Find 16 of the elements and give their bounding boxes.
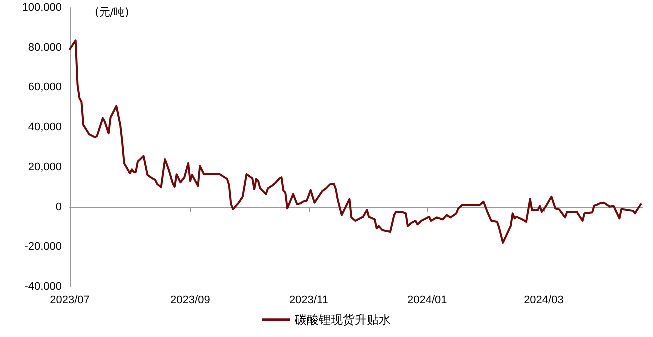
line-series xyxy=(69,40,642,244)
y-tick-label: 20,000 xyxy=(28,161,62,174)
y-tick-label: -20,000 xyxy=(24,241,62,254)
y-tick-label: 0 xyxy=(56,201,62,214)
y-axis-title: (元/吨) xyxy=(95,6,130,19)
y-tick-label: 40,000 xyxy=(28,122,62,134)
legend-label: 碳酸锂现货升贴水 xyxy=(294,313,391,327)
y-tick-label: -40,000 xyxy=(24,281,62,293)
y-tick-label: 60,000 xyxy=(28,82,62,94)
x-tick-label: 2023/07 xyxy=(50,294,90,306)
y-tick-label: 100,000 xyxy=(22,2,62,14)
x-tick-label: 2023/11 xyxy=(289,294,328,306)
x-tick-label: 2023/09 xyxy=(170,294,210,306)
x-tick-label: 2024/03 xyxy=(524,294,564,306)
x-tick-label: 2024/01 xyxy=(408,294,448,306)
y-tick-label: 80,000 xyxy=(28,42,62,54)
